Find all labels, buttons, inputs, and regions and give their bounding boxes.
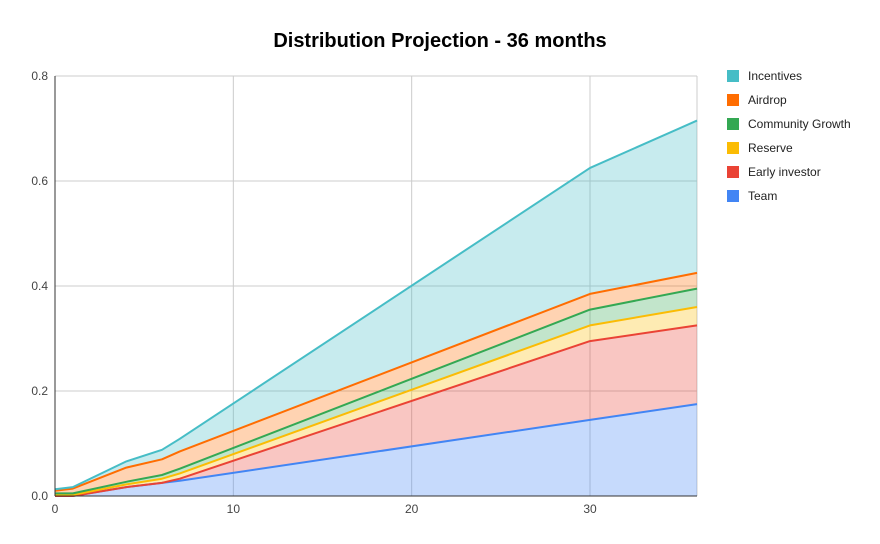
legend-swatch-community-growth [727,118,739,130]
y-tick-label: 0.2 [31,384,48,398]
line-incentives [54,119,698,491]
line-airdrop [54,271,698,492]
x-tick-label: 10 [227,502,241,516]
legend-label-early-investor: Early investor [748,165,821,179]
x-tick-label: 0 [52,502,59,516]
chart-title: Distribution Projection - 36 months [273,30,606,52]
legend-swatch-team [727,190,739,202]
legend-label-airdrop: Airdrop [748,93,787,107]
grid-lines [54,75,698,496]
area-team [55,404,697,496]
area-reserve [55,307,697,496]
legend-label-incentives: Incentives [748,69,802,83]
area-early-investor [55,325,697,496]
line-reserve [55,306,698,496]
legend-swatch-incentives [727,70,739,82]
line-community-growth [55,287,698,495]
y-tick-label: 0.8 [31,69,48,83]
legend-swatch-early-investor [727,166,739,178]
legend: Incentives Airdrop Community Growth Reserve… [727,69,851,203]
area-community-growth [55,288,697,495]
legend-label-team: Team [748,189,777,203]
axes: 0.0 0.2 0.4 0.6 0.8 0 10 20 30 [31,69,697,516]
x-tick-label: 30 [583,502,597,516]
legend-swatch-airdrop [727,94,739,106]
y-tick-label: 0.0 [31,489,48,503]
legend-swatch-reserve [727,142,739,154]
legend-label-community-growth: Community Growth [748,117,851,131]
x-tick-label: 20 [405,502,419,516]
legend-label-reserve: Reserve [748,141,793,155]
y-tick-label: 0.4 [31,279,48,293]
y-tick-label: 0.6 [31,174,48,188]
area-incentives [55,120,697,491]
